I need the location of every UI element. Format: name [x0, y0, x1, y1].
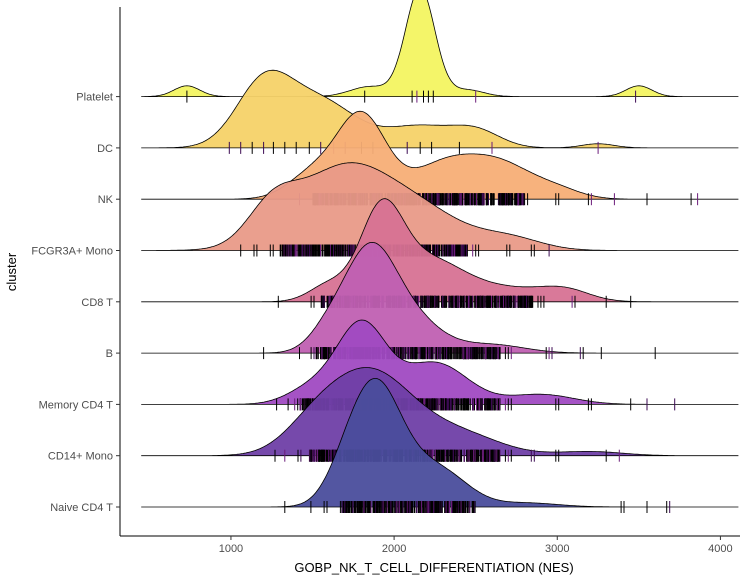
density-naive-cd4-t: [141, 378, 739, 508]
y-tick-labels: Platelet DC NK FCGR3A+ Mono CD8 T B Memory CD4…: [31, 92, 120, 514]
density-dc: [141, 69, 739, 149]
x-axis-title: GOBP_NK_T_CELL_DIFFERENTIATION (NES): [294, 560, 573, 575]
density-cd14-mono: [141, 367, 739, 457]
y-tick-label: DC: [97, 143, 113, 155]
ridge-naive-cd4-t: [141, 378, 739, 513]
y-tick-label: B: [106, 348, 113, 360]
rug-platelet: [186, 90, 637, 103]
density-platelet: [141, 0, 739, 97]
x-tick-labels: 1000 2000 3000 4000: [219, 536, 733, 555]
y-tick-label: CD8 T: [81, 297, 113, 309]
y-tick-label: CD14+ Mono: [48, 451, 113, 463]
x-tick-label: 3000: [545, 543, 569, 555]
y-tick-label: Memory CD4 T: [39, 399, 114, 411]
x-tick-label: 4000: [708, 543, 732, 555]
density-nk: [141, 110, 739, 200]
x-tick-label: 2000: [382, 543, 406, 555]
y-tick-label: FCGR3A+ Mono: [31, 246, 113, 258]
y-tick-label: Platelet: [76, 92, 113, 104]
density-memory-cd4-t: [141, 319, 739, 405]
x-tick-label: 1000: [219, 543, 243, 555]
y-tick-label: NK: [98, 194, 114, 206]
axes-layer: [119, 7, 740, 537]
density-b: [141, 241, 739, 354]
ridges-layer: [141, 0, 739, 513]
y-axis-title: cluster: [4, 252, 19, 291]
density-fcgr3a-mono: [141, 162, 739, 251]
ridge-fcgr3a-mono: [141, 162, 739, 257]
rug-naive-cd4-t: [284, 501, 671, 513]
density-cd8-t: [141, 198, 739, 303]
ridge-platelet: [141, 0, 739, 103]
y-tick-label: Naive CD4 T: [50, 502, 113, 514]
